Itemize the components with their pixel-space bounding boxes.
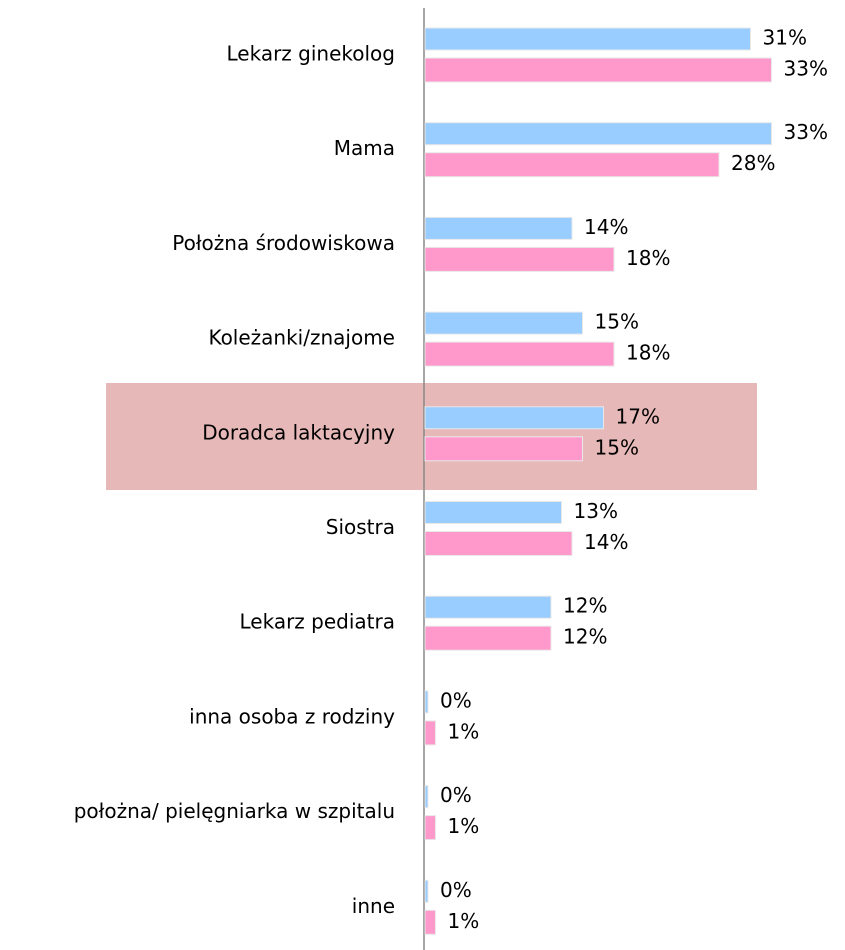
category-label: Lekarz pediatra <box>240 610 396 634</box>
category-label: położna/ pielęgniarka w szpitalu <box>74 799 395 823</box>
value-label: 14% <box>584 530 628 554</box>
bar <box>424 815 436 841</box>
value-label: 17% <box>616 404 660 428</box>
bar <box>424 909 436 935</box>
category-label: Koleżanki/znajome <box>208 326 395 350</box>
bar <box>424 341 615 367</box>
value-label: 1% <box>448 814 480 838</box>
bar <box>424 531 573 556</box>
value-label: 1% <box>448 909 480 933</box>
value-label: 28% <box>731 151 775 175</box>
value-label: 15% <box>595 310 639 334</box>
category-label: inne <box>352 894 395 918</box>
value-label: 14% <box>584 215 628 239</box>
bar <box>424 311 583 335</box>
value-label: 0% <box>440 878 472 902</box>
value-label: 31% <box>763 26 807 50</box>
bar <box>424 27 751 51</box>
bar <box>424 216 573 240</box>
value-label: 18% <box>626 246 670 270</box>
bar <box>424 595 552 619</box>
category-label: Doradca laktacyjny <box>202 420 395 444</box>
bar <box>424 720 436 746</box>
bar <box>424 122 772 146</box>
bar <box>424 57 772 83</box>
bar <box>424 152 720 178</box>
bar <box>424 785 429 809</box>
value-label: 13% <box>574 499 618 523</box>
value-label: 1% <box>448 719 480 743</box>
bar <box>424 406 604 430</box>
value-label: 18% <box>626 341 670 365</box>
value-label: 33% <box>784 57 828 81</box>
category-label: Siostra <box>326 515 395 539</box>
bar <box>424 879 429 903</box>
category-label: Lekarz ginekolog <box>227 42 396 66</box>
value-label: 12% <box>563 625 607 649</box>
bar <box>424 246 615 272</box>
category-label: Położna środowiskowa <box>172 231 395 255</box>
value-label: 33% <box>784 120 828 144</box>
category-label: Mama <box>334 136 395 160</box>
bar <box>424 690 429 714</box>
value-label: 12% <box>563 594 607 618</box>
bar <box>424 501 562 524</box>
bar <box>424 625 552 651</box>
value-label: 0% <box>440 783 472 807</box>
value-label: 0% <box>440 688 472 712</box>
value-label: 15% <box>595 435 639 459</box>
bar <box>424 436 583 462</box>
category-label: inna osoba z rodziny <box>189 704 395 728</box>
